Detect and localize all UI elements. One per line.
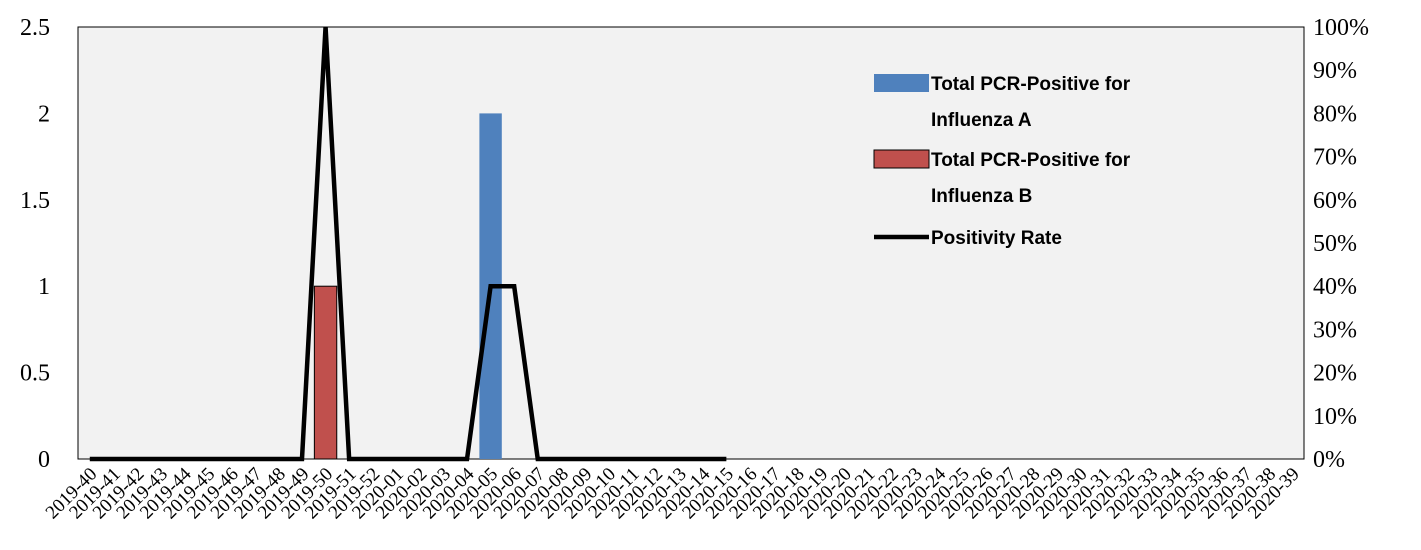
plot-area (77, 26, 1305, 460)
right-tick-label: 20% (1313, 361, 1357, 387)
right-tick-label: 10% (1313, 404, 1357, 430)
right-tick-label: 100% (1313, 15, 1369, 41)
right-tick-label: 80% (1313, 101, 1357, 127)
legend: Total PCR-Positive for Influenza A Total P… (873, 74, 1131, 249)
right-tick-label: 90% (1313, 58, 1357, 84)
right-tick-label: 0% (1313, 447, 1345, 473)
right-tick-label: 40% (1313, 274, 1357, 300)
positivity-rate-line (89, 26, 727, 462)
left-tick-label: 0.5 (20, 361, 50, 387)
left-axis: 0 0.5 1 1.5 2 2.5 (20, 15, 50, 473)
left-tick-label: 2 (38, 101, 50, 127)
bar (313, 285, 338, 460)
right-tick-label: 60% (1313, 188, 1357, 214)
legend-swatch (874, 74, 929, 92)
right-tick-label: 70% (1313, 145, 1357, 171)
right-axis: 0% 10% 20% 30% 40% 50% 60% 70% 80% 90% 100% (1313, 15, 1369, 473)
legend-label: Total PCR-Positive for Influenza B (931, 150, 1131, 207)
left-tick-label: 1 (38, 274, 50, 300)
right-tick-label: 30% (1313, 317, 1357, 343)
left-tick-label: 0 (38, 447, 50, 473)
x-axis: 2019-402019-412019-422019-432019-442019-… (42, 463, 1304, 523)
legend-swatch (873, 149, 930, 169)
legend-label: Positivity Rate (931, 228, 1062, 249)
line-layer (89, 26, 727, 462)
legend-label: Total PCR-Positive for Influenza A (931, 74, 1131, 131)
left-tick-label: 2.5 (20, 15, 50, 41)
right-tick-label: 50% (1313, 231, 1357, 257)
left-tick-label: 1.5 (20, 188, 50, 214)
